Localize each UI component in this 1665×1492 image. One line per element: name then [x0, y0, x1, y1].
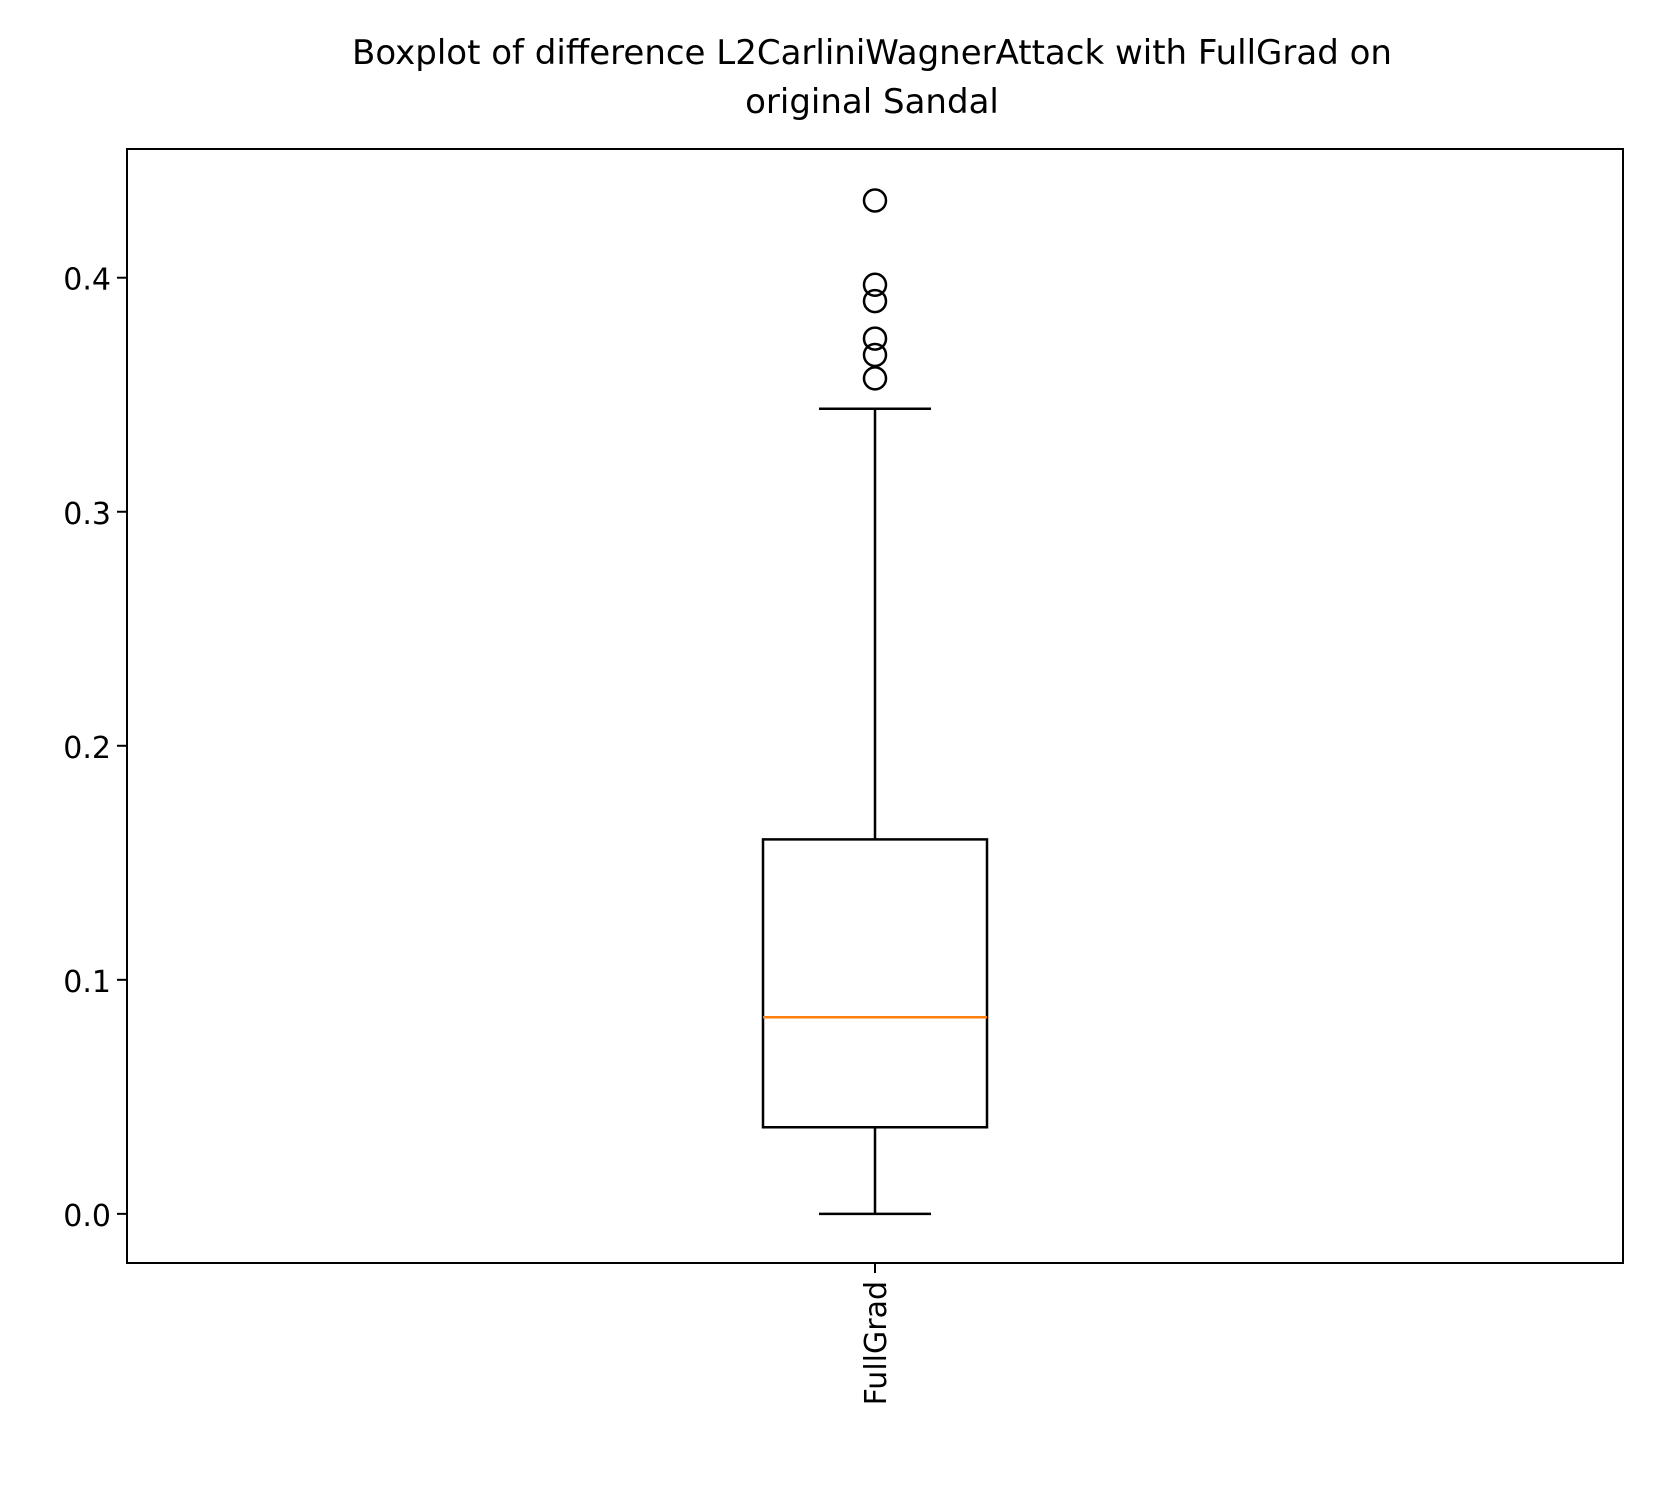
y-axis: 0.0 0.1 0.2 0.3 0.4	[63, 263, 127, 1234]
outlier-point	[862, 188, 888, 213]
interquartile-box	[761, 838, 989, 1129]
y-tick-label: 0.4	[63, 263, 111, 298]
y-tick-label: 0.2	[63, 731, 111, 766]
outlier-point	[862, 288, 888, 314]
outlier-point	[862, 272, 888, 297]
y-tick-label: 0.3	[63, 497, 111, 532]
chart-title-line-2: original Sandal	[745, 82, 999, 122]
chart-title: Boxplot of difference L2CarliniWagnerAtt…	[352, 33, 1392, 122]
outlier-point	[862, 326, 888, 351]
outlier-point	[862, 342, 888, 368]
boxplot-series	[761, 188, 989, 1216]
x-tick-label: FullGrad	[859, 1281, 894, 1405]
x-axis: FullGrad	[859, 1263, 894, 1405]
y-tick-label: 0.1	[63, 965, 111, 1000]
outlier-point	[862, 366, 888, 391]
chart-title-line-1: Boxplot of difference L2CarliniWagnerAtt…	[352, 33, 1392, 73]
y-tick-label: 0.0	[63, 1199, 111, 1234]
